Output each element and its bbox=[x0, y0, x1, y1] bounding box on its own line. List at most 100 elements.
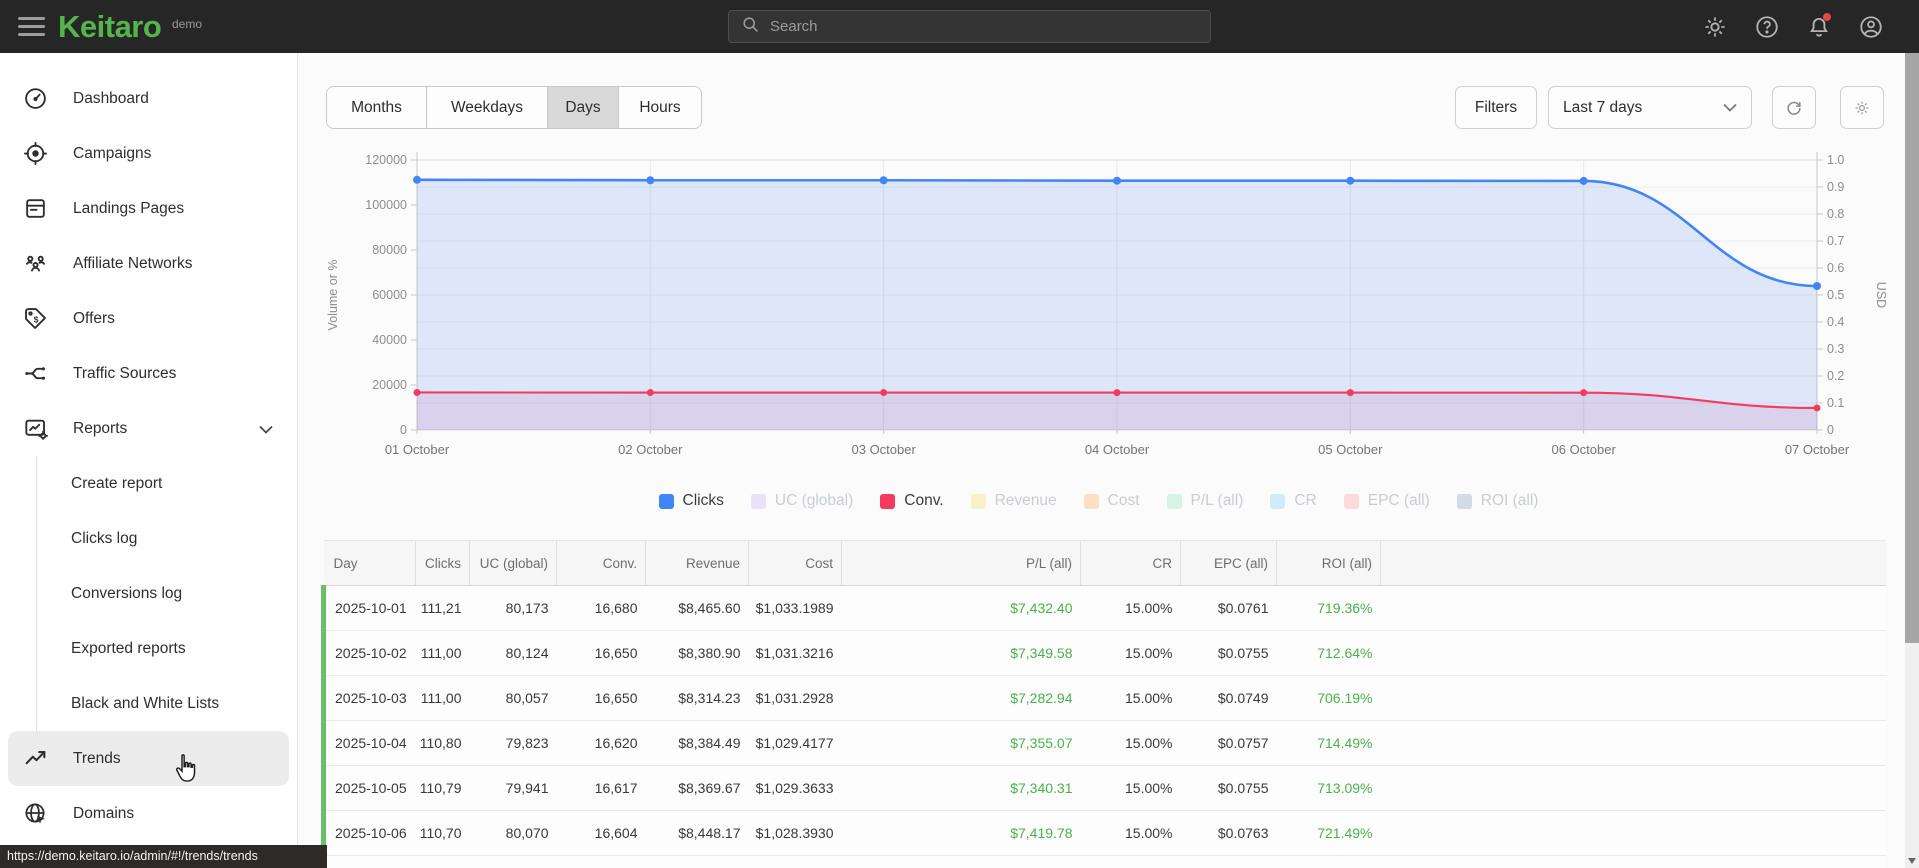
svg-text:Volume or %: Volume or % bbox=[326, 260, 340, 331]
filters-button[interactable]: Filters bbox=[1455, 86, 1537, 129]
table-cell bbox=[1380, 765, 1886, 811]
sidebar-item-dashboard[interactable]: Dashboard bbox=[0, 71, 297, 126]
sidebar-item-label: Conversions log bbox=[71, 584, 183, 602]
legend-label: Conv. bbox=[904, 492, 944, 509]
tab-days[interactable]: Days bbox=[547, 87, 618, 128]
refresh-button[interactable] bbox=[1772, 86, 1816, 129]
legend-color-chip bbox=[970, 493, 986, 509]
table-cell: $0.0755 bbox=[1180, 630, 1277, 676]
svg-text:0.2: 0.2 bbox=[1827, 369, 1844, 383]
date-range-select[interactable]: Last 7 days bbox=[1548, 86, 1752, 129]
sidebar-item-black-and-white-lists[interactable]: Black and White Lists bbox=[36, 676, 297, 731]
sidebar-item-label: Domains bbox=[73, 804, 135, 822]
legend-item-cost[interactable]: Cost bbox=[1083, 492, 1140, 510]
legend-color-chip bbox=[658, 493, 674, 509]
sidebar-item-trends[interactable]: Trends bbox=[8, 731, 289, 786]
scrollbar-down-arrow[interactable] bbox=[1908, 858, 1916, 864]
table-cell: 79,941 bbox=[469, 765, 557, 811]
scrollbar-thumb[interactable] bbox=[1905, 53, 1919, 643]
table-cell: 6,443 bbox=[556, 855, 646, 868]
sidebar-item-landings-pages[interactable]: Landings Pages bbox=[0, 181, 297, 236]
notifications-bell-icon[interactable] bbox=[1806, 12, 1832, 40]
column-header-p-l-all[interactable]: P/L (all) bbox=[841, 540, 1081, 586]
sidebar-item-domains[interactable]: Domains bbox=[0, 786, 297, 841]
keitaro-logo[interactable]: Keitaro bbox=[58, 9, 162, 44]
column-header-cr[interactable]: CR bbox=[1080, 540, 1181, 586]
column-header-day[interactable]: Day bbox=[323, 540, 416, 586]
table-cell: 719.36% bbox=[1276, 585, 1381, 631]
table-cell: $0.0757 bbox=[1180, 720, 1277, 766]
column-header-cost[interactable]: Cost bbox=[748, 540, 842, 586]
svg-text:0.8: 0.8 bbox=[1827, 207, 1844, 221]
table-cell: $8,314.23 bbox=[645, 675, 749, 721]
svg-text:04 October: 04 October bbox=[1085, 442, 1150, 457]
table-cell: 44,457 bbox=[469, 855, 557, 868]
svg-text:0.9: 0.9 bbox=[1827, 180, 1844, 194]
sidebar-item-reports[interactable]: Reports bbox=[0, 401, 297, 456]
legend-item-roi-all[interactable]: ROI (all) bbox=[1456, 492, 1538, 510]
table-cell: $1,029.4177 bbox=[748, 720, 842, 766]
table-cell: 721.49% bbox=[1276, 810, 1381, 856]
hamburger-menu-icon[interactable] bbox=[18, 17, 45, 36]
tab-months[interactable]: Months bbox=[327, 87, 426, 128]
sidebar-item-label: Landings Pages bbox=[73, 199, 185, 217]
column-header-epc-all[interactable]: EPC (all) bbox=[1180, 540, 1277, 586]
reports-icon bbox=[23, 416, 48, 441]
svg-text:20000: 20000 bbox=[372, 378, 407, 392]
sidebar-item-create-report[interactable]: Create report bbox=[36, 456, 297, 511]
trends-table: Day Clicks UC (global) Conv. Revenue Cost P/L … bbox=[321, 540, 1886, 868]
vertical-scrollbar[interactable] bbox=[1905, 53, 1919, 868]
chevron-down-icon[interactable] bbox=[259, 421, 273, 439]
chart-settings-button[interactable] bbox=[1840, 86, 1884, 129]
sidebar-item-label: Campaigns bbox=[73, 144, 152, 162]
legend-item-cr[interactable]: CR bbox=[1270, 492, 1317, 510]
help-icon[interactable] bbox=[1754, 14, 1780, 40]
tab-weekdays[interactable]: Weekdays bbox=[426, 87, 547, 128]
column-header-roi-all[interactable]: ROI (all) bbox=[1276, 540, 1381, 586]
sidebar-item-label: Exported reports bbox=[71, 639, 186, 657]
sidebar-item-label: Traffic Sources bbox=[73, 364, 177, 382]
sidebar-item-exported-reports[interactable]: Exported reports bbox=[36, 621, 297, 676]
sidebar-item-clicks-log[interactable]: Clicks log bbox=[36, 511, 297, 566]
table-cell: $0.0744 bbox=[1180, 855, 1277, 868]
tab-hours[interactable]: Hours bbox=[618, 87, 701, 128]
sidebar-item-traffic-sources[interactable]: Traffic Sources bbox=[0, 346, 297, 401]
sidebar-item-label: Reports bbox=[73, 419, 128, 437]
sidebar-item-label: Clicks log bbox=[71, 529, 138, 547]
column-header-conv[interactable]: Conv. bbox=[556, 540, 646, 586]
table-cell: 80,173 bbox=[469, 585, 557, 631]
svg-text:01 October: 01 October bbox=[385, 442, 450, 457]
legend-item-revenue[interactable]: Revenue bbox=[970, 492, 1057, 510]
svg-text:0.1: 0.1 bbox=[1827, 396, 1844, 410]
account-icon[interactable] bbox=[1858, 14, 1884, 40]
global-search[interactable] bbox=[728, 10, 1211, 43]
legend-item-uc-global[interactable]: UC (global) bbox=[750, 492, 853, 510]
sidebar-item-label: Black and White Lists bbox=[71, 694, 220, 712]
column-header-clicks[interactable]: Clicks bbox=[415, 540, 470, 586]
table-cell: $1,988.84 bbox=[645, 855, 749, 868]
table-cell: 110,70 bbox=[415, 810, 470, 856]
table-cell bbox=[1380, 810, 1886, 856]
settings-gear-icon[interactable] bbox=[1702, 14, 1728, 40]
table-cell: 111,21 bbox=[415, 585, 470, 631]
legend-item-clicks[interactable]: Clicks bbox=[658, 492, 724, 510]
legend-color-chip bbox=[1343, 493, 1359, 509]
legend-item-p-l-all[interactable]: P/L (all) bbox=[1166, 492, 1243, 510]
table-cell: 16,604 bbox=[556, 810, 646, 856]
legend-item-epc-all[interactable]: EPC (all) bbox=[1343, 492, 1430, 510]
trends-icon bbox=[23, 746, 48, 771]
svg-text:0: 0 bbox=[1827, 423, 1834, 437]
search-icon bbox=[741, 15, 760, 39]
search-input[interactable] bbox=[770, 18, 1190, 35]
granularity-tabs: Months Weekdays Days Hours bbox=[326, 86, 702, 129]
sidebar-item-affiliate-networks[interactable]: Affiliate Networks bbox=[0, 236, 297, 291]
table-cell: 2025-10-03 bbox=[321, 675, 416, 721]
sidebar-item-campaigns[interactable]: Campaigns bbox=[0, 126, 297, 181]
table-cell: $1,029.3633 bbox=[748, 765, 842, 811]
column-header-uc-global[interactable]: UC (global) bbox=[469, 540, 557, 586]
sidebar-item-offers[interactable]: $ Offers bbox=[0, 291, 297, 346]
sidebar-item-conversions-log[interactable]: Conversions log bbox=[36, 566, 297, 621]
legend-item-conv[interactable]: Conv. bbox=[880, 492, 944, 510]
svg-text:07 October: 07 October bbox=[1785, 442, 1850, 457]
column-header-revenue[interactable]: Revenue bbox=[645, 540, 749, 586]
